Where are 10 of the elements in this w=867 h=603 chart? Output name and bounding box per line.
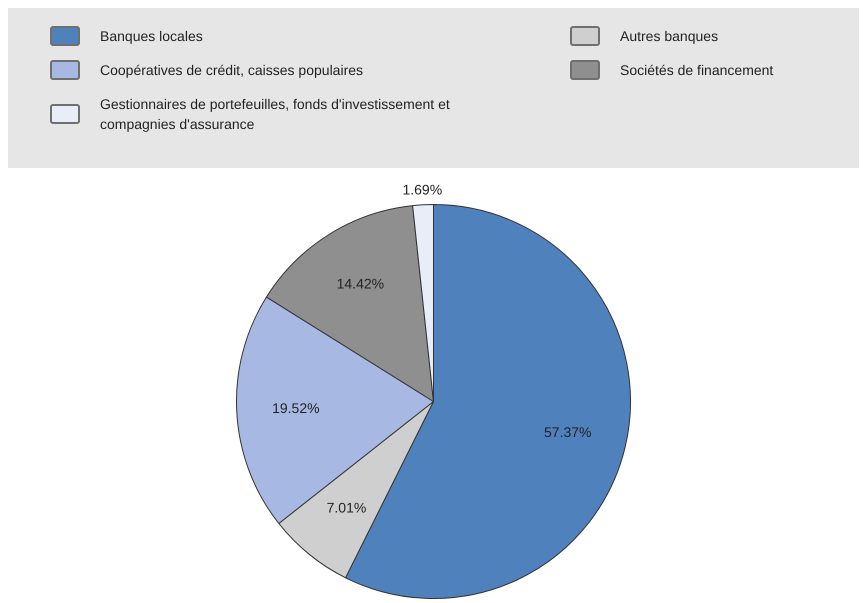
data-label: 7.01%	[326, 499, 366, 516]
legend-label: Banques locales	[100, 27, 203, 46]
legend-label: Gestionnaires de portefeuilles, fonds d'investissement et compagnies d'assurance	[100, 95, 451, 134]
legend-label: Autres banques	[620, 27, 718, 46]
legend-label: Coopératives de crédit, caisses populaires	[100, 61, 364, 80]
data-label: 1.69%	[402, 182, 442, 198]
data-label: 19.52%	[272, 400, 320, 416]
data-label: 57.37%	[544, 424, 592, 440]
data-label: 14.42%	[336, 275, 384, 292]
legend-label: Sociétés de financement	[620, 61, 774, 80]
